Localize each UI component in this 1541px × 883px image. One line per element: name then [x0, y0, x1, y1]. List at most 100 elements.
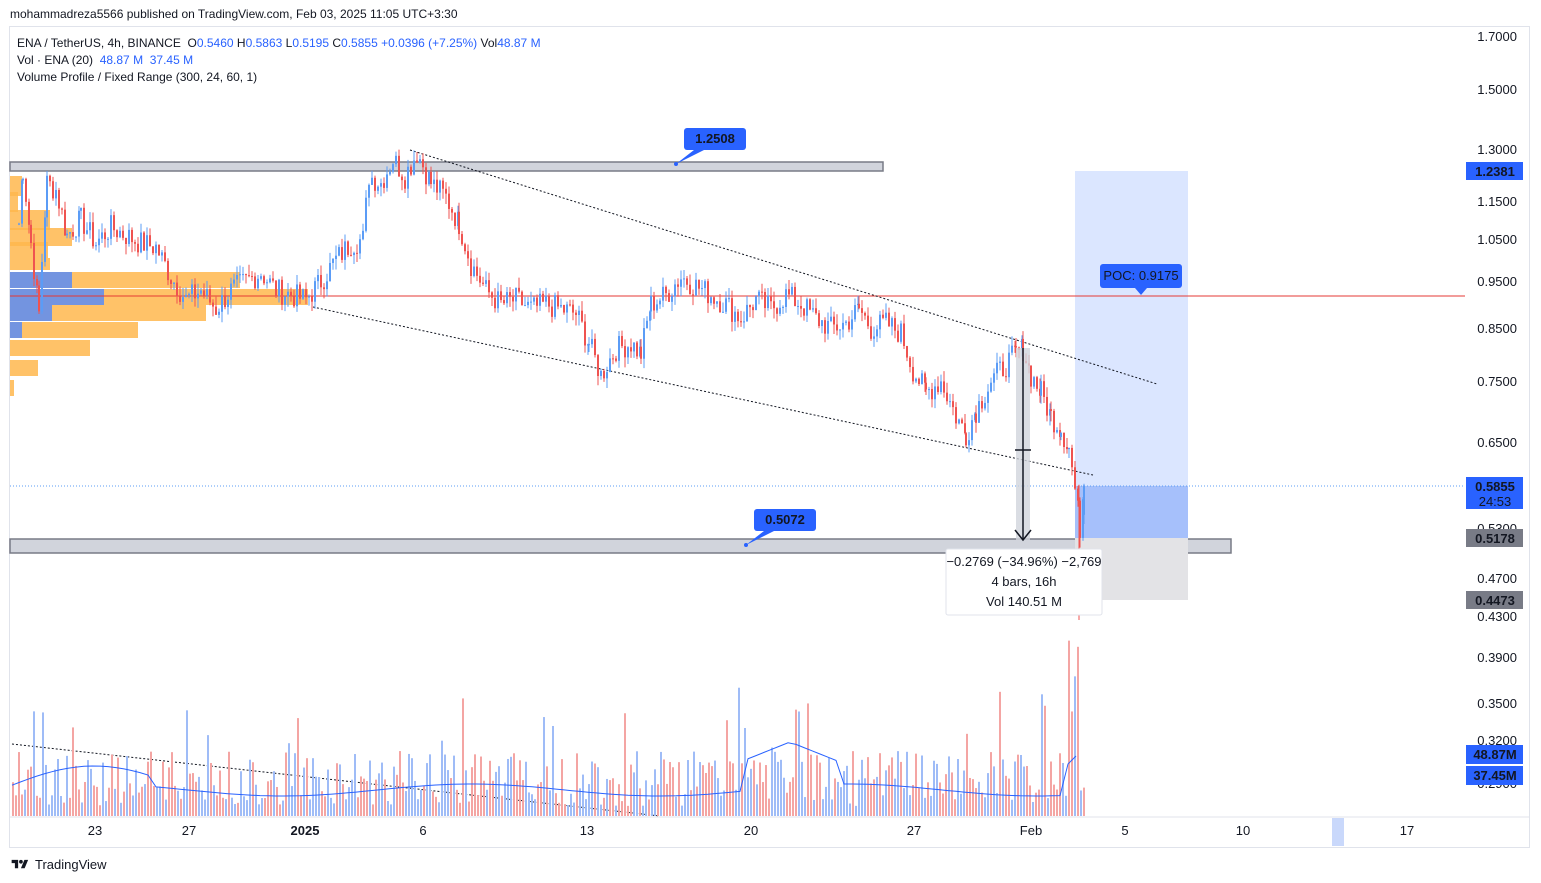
- candle-body: [876, 329, 878, 337]
- volume-bar: [366, 780, 368, 816]
- candle-body: [569, 304, 571, 306]
- candle-body: [1083, 485, 1085, 515]
- candle-body: [479, 275, 481, 283]
- volume-bar: [117, 757, 119, 816]
- candle-body: [646, 320, 648, 329]
- candle-body: [1046, 396, 1048, 416]
- candle-body: [891, 318, 893, 327]
- support-zone[interactable]: [9, 538, 1232, 554]
- resistance-callout-box[interactable]: [684, 128, 746, 150]
- volume-bar: [1014, 761, 1016, 816]
- candle-body: [713, 297, 715, 304]
- legend-volume-profile-row: Volume Profile / Fixed Range (300, 24, 6…: [17, 69, 541, 86]
- candle-body: [299, 284, 301, 299]
- candle-body: [710, 297, 712, 304]
- volume-bar: [267, 781, 269, 816]
- volume-bar: [174, 785, 176, 816]
- candle-body: [356, 252, 358, 254]
- candle-body: [413, 160, 415, 175]
- volume-bar: [126, 756, 128, 816]
- channel-lower-line[interactable]: [312, 306, 1094, 476]
- vol-value: 48.87 M: [497, 36, 541, 50]
- volume-bar: [162, 761, 164, 816]
- volume-bar: [900, 761, 902, 816]
- volume-bar: [333, 803, 335, 816]
- volume-bar: [1011, 799, 1013, 816]
- volume-bar: [240, 771, 242, 816]
- volume-bar: [258, 804, 260, 816]
- candle-body: [961, 419, 963, 424]
- candle-body: [695, 279, 697, 296]
- candle-body: [110, 215, 112, 239]
- candle-body: [89, 222, 91, 231]
- measure-bars-text: 4 bars, 16h: [991, 574, 1056, 589]
- volume-bar: [888, 765, 890, 816]
- volume-bar: [1083, 787, 1085, 816]
- candle-body: [179, 296, 181, 302]
- volume-badge: [1466, 745, 1523, 764]
- candle-body: [996, 362, 998, 374]
- volume-profile-title[interactable]: Volume Profile / Fixed Range (300, 24, 6…: [17, 70, 258, 84]
- volume-bar: [849, 803, 851, 816]
- candle-body: [245, 274, 247, 276]
- candle-body: [260, 276, 262, 279]
- volume-bar: [360, 776, 362, 816]
- volume-bar: [801, 761, 803, 816]
- candle-body: [36, 279, 38, 286]
- volume-bar: [123, 791, 125, 816]
- resistance-zone[interactable]: [9, 161, 884, 172]
- candle-body: [791, 286, 793, 295]
- candle-body: [674, 284, 676, 297]
- candle-body: [1040, 381, 1042, 396]
- tradingview-brand[interactable]: TradingView: [10, 857, 107, 872]
- x-axis-tick-label: 27: [182, 823, 196, 838]
- volume-bar: [204, 799, 206, 816]
- candle-body: [137, 243, 139, 253]
- support-callout-box[interactable]: [754, 509, 816, 531]
- volume-bar: [846, 765, 848, 816]
- candle-body: [618, 336, 620, 361]
- volume-bar: [459, 802, 461, 816]
- volume-bar: [288, 743, 290, 816]
- volume-bar: [330, 797, 332, 816]
- target-zone[interactable]: [1075, 171, 1188, 486]
- channel-upper-line[interactable]: [409, 149, 1158, 385]
- y-axis-tick-label: 1.1500: [1477, 194, 1517, 209]
- candle-body: [518, 287, 520, 292]
- candle-body: [113, 215, 115, 231]
- volume-bar: [354, 754, 356, 816]
- candle-body: [752, 307, 754, 311]
- volume-indicator-title[interactable]: Vol · ENA (20): [17, 53, 94, 67]
- candle-body: [806, 299, 808, 316]
- candle-body: [428, 171, 430, 185]
- high-value: 0.5863: [245, 36, 283, 50]
- volume-bar: [714, 760, 716, 816]
- candle-body: [416, 160, 418, 163]
- volume-bar: [960, 793, 962, 816]
- candle-body: [451, 208, 453, 213]
- candle-body: [149, 235, 151, 247]
- volume-bar: [555, 793, 557, 816]
- candle-body: [338, 247, 340, 256]
- candle-body: [290, 291, 292, 297]
- volume-bar: [615, 805, 617, 816]
- volume-bar: [561, 759, 563, 816]
- candle-body: [1053, 410, 1055, 433]
- volume-bar: [114, 788, 116, 816]
- volume-bar: [192, 773, 194, 816]
- volume-bar: [921, 755, 923, 816]
- candle-body: [1082, 499, 1084, 538]
- volume-bar: [567, 805, 569, 816]
- x-axis-tick-label: 27: [907, 823, 921, 838]
- volume-bar: [984, 797, 986, 816]
- volume-bar: [642, 805, 644, 816]
- volume-bar: [273, 771, 275, 816]
- candle-body: [716, 301, 718, 304]
- candle-body: [128, 229, 130, 244]
- volume-bar: [735, 789, 737, 816]
- volume-bar: [1068, 640, 1070, 816]
- symbol-title[interactable]: ENA / TetherUS, 4h, BINANCE: [17, 36, 181, 50]
- candle-body: [101, 232, 103, 239]
- candle-body: [308, 296, 310, 298]
